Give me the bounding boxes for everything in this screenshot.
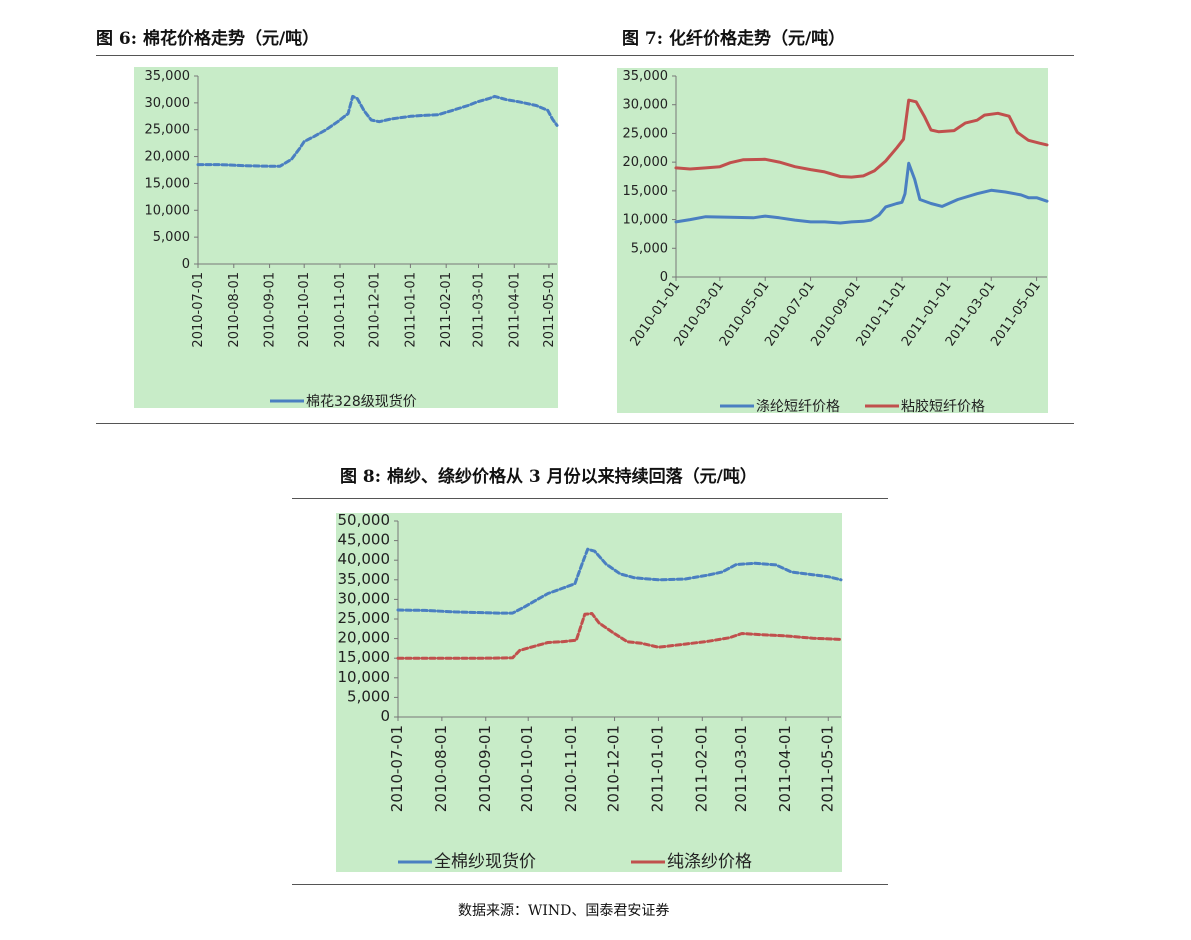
fig7-legend-label-0: 涤纶短纤价格: [756, 399, 840, 415]
fig7-legend-label-1: 粘胶短纤价格: [901, 398, 985, 415]
fig7-y-tick-label: 15,000: [623, 184, 669, 199]
fig6-x-tick-label: 2010-10-01: [297, 272, 312, 348]
fig8-x-tick-label: 2010-10-01: [518, 725, 536, 812]
fig8-y-tick-label: 20,000: [338, 629, 391, 647]
fig6-x-tick-label: 2011-05-01: [542, 272, 557, 348]
fig8-y-tick-label: 45,000: [338, 531, 391, 549]
fig8-x-tick-label: 2011-02-01: [692, 725, 710, 812]
fig6-x-tick-label: 2010-12-01: [368, 272, 383, 348]
fig7-y-tick-label: 5,000: [631, 241, 668, 256]
fig8-x-tick-label: 2010-12-01: [605, 725, 623, 812]
fig6-x-tick-label: 2011-04-01: [507, 272, 522, 348]
fig8-x-tick-label: 2010-11-01: [562, 725, 580, 812]
fig8-x-tick-label: 2011-04-01: [776, 725, 794, 812]
fig7-y-tick-label: 25,000: [623, 126, 669, 141]
fig6-y-tick-label: 20,000: [145, 150, 191, 165]
fig8-legend-label-0: 全棉纱现货价: [434, 852, 536, 872]
figure-8-title: 图 8: 棉纱、绦纱价格从 3 月份以来持续回落（元/吨）: [340, 467, 757, 487]
fig6-x-tick-label: 2010-11-01: [333, 272, 348, 348]
fig8-x-tick-label: 2010-07-01: [388, 725, 406, 812]
top-rule: [96, 55, 1074, 56]
fig7-y-tick-label: 30,000: [623, 98, 669, 113]
fig6-x-tick-label: 2011-03-01: [472, 272, 487, 348]
fig7-series-line-1: [674, 98, 1049, 179]
fig6-y-tick-label: 30,000: [145, 96, 191, 111]
fig6-y-tick-label: 35,000: [145, 69, 191, 84]
fig8-y-tick-label: 40,000: [338, 550, 391, 568]
fig8-x-tick-label: 2010-08-01: [432, 725, 450, 812]
fig8-y-tick-label: 30,000: [338, 589, 391, 607]
figure-6-title: 图 6: 棉花价格走势（元/吨）: [96, 29, 320, 49]
fig8-top-rule: [292, 498, 888, 499]
data-source: 数据来源：WIND、国泰君安证券: [458, 903, 670, 919]
fig7-y-tick-label: 20,000: [623, 155, 669, 170]
fig8-y-tick-label: 5,000: [347, 687, 390, 705]
fig6-x-tick-label: 2010-08-01: [227, 272, 242, 348]
fig8-y-tick-label: 35,000: [338, 570, 391, 588]
fig8-series-line-0: [396, 547, 843, 615]
mid-rule: [96, 423, 1074, 424]
fig6-y-tick-label: 5,000: [153, 230, 190, 245]
fig8-y-tick-label: 25,000: [338, 609, 391, 627]
fig6-y-tick-label: 15,000: [145, 176, 191, 191]
fig7-y-tick-label: 35,000: [623, 69, 669, 84]
fig7-y-tick-label: 0: [660, 270, 668, 285]
chart-6-panel: [134, 67, 558, 408]
fig8-y-tick-label: 50,000: [338, 511, 391, 529]
chart-8-panel: [336, 513, 842, 872]
fig8-x-tick-label: 2011-01-01: [648, 725, 666, 812]
fig6-legend-label-0: 棉花328级现货价: [306, 393, 417, 410]
fig6-y-tick-label: 0: [182, 257, 190, 272]
fig6-x-tick-label: 2011-01-01: [403, 272, 418, 348]
fig6-series-line-0: [196, 94, 559, 168]
figure-7-title: 图 7: 化纤价格走势（元/吨）: [622, 29, 846, 49]
fig7-series-line-0: [674, 161, 1049, 225]
fig8-x-tick-label: 2011-05-01: [818, 725, 836, 812]
fig6-y-tick-label: 10,000: [145, 203, 191, 218]
fig8-series-line-1: [396, 612, 843, 660]
fig8-x-tick-label: 2010-09-01: [476, 725, 494, 812]
chart-7-panel: [617, 68, 1048, 413]
fig6-x-tick-label: 2011-02-01: [439, 272, 454, 348]
fig8-y-tick-label: 10,000: [338, 668, 391, 686]
fig8-y-tick-label: 0: [380, 707, 390, 725]
fig6-x-tick-label: 2010-09-01: [263, 272, 278, 348]
fig8-x-tick-label: 2011-03-01: [732, 725, 750, 812]
fig8-legend-label-1: 纯涤纱价格: [667, 852, 752, 872]
fig8-bottom-rule: [292, 884, 888, 885]
fig6-y-tick-label: 25,000: [145, 123, 191, 138]
fig8-y-tick-label: 15,000: [338, 648, 391, 666]
fig7-y-tick-label: 10,000: [623, 213, 669, 228]
fig6-x-tick-label: 2010-07-01: [191, 272, 206, 348]
